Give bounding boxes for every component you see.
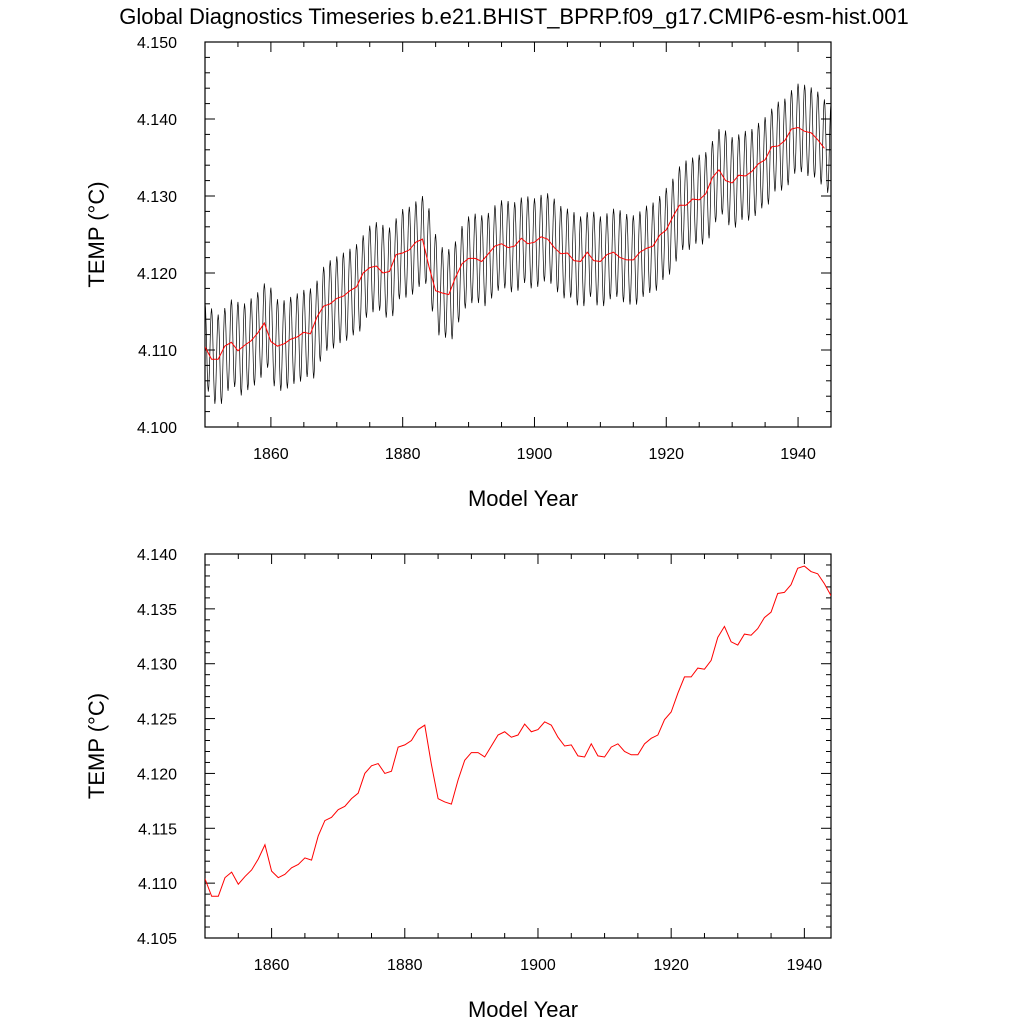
y-tick-label: 4.120 — [137, 766, 177, 783]
y-tick-label: 4.140 — [137, 112, 177, 129]
x-tick-label: 1860 — [253, 446, 289, 463]
x-tick-label: 1940 — [787, 957, 823, 974]
figure-title: Global Diagnostics Timeseries b.e21.BHIS… — [119, 4, 909, 29]
panel-top: 1860 1880 1900 1920 1940 4.100 4.110 4.120 4.130… — [84, 35, 832, 511]
plot-frame — [204, 41, 832, 428]
y-tick-label: 4.130 — [137, 189, 177, 206]
series-line-annual-mean — [205, 126, 825, 360]
y-tick-label: 4.100 — [137, 420, 177, 437]
series-line-monthly — [205, 83, 831, 404]
y-tick-label: 4.135 — [137, 602, 177, 619]
y-tick-label: 4.130 — [137, 657, 177, 674]
x-tick-label: 1920 — [648, 446, 684, 463]
y-tick-label: 4.140 — [137, 547, 177, 564]
x-tick-label: 1880 — [387, 957, 423, 974]
series-line-annual-mean — [205, 565, 831, 897]
x-tick-label: 1920 — [653, 957, 689, 974]
y-tick-label: 4.120 — [137, 266, 177, 283]
x-tick-label: 1900 — [520, 957, 556, 974]
y-axis-label: TEMP (°C) — [84, 693, 109, 799]
y-tick-label: 4.125 — [137, 712, 177, 729]
x-tick-label: 1900 — [517, 446, 553, 463]
x-axis-label: Model Year — [468, 486, 578, 511]
x-tick-label: 1880 — [385, 446, 421, 463]
plot-frame — [204, 553, 832, 939]
panel-bottom: 1860 1880 1900 1920 1940 4.105 4.110 4.115 4.120… — [84, 547, 832, 1022]
y-tick-label: 4.110 — [138, 876, 177, 893]
y-tick-label: 4.105 — [137, 931, 177, 948]
y-axis-label: TEMP (°C) — [84, 181, 109, 287]
x-axis-label: Model Year — [468, 997, 578, 1022]
y-tick-label: 4.110 — [138, 343, 177, 360]
x-tick-label: 1860 — [254, 957, 290, 974]
x-tick-label: 1940 — [780, 446, 816, 463]
y-tick-label: 4.115 — [138, 821, 177, 838]
y-tick-label: 4.150 — [137, 35, 177, 52]
